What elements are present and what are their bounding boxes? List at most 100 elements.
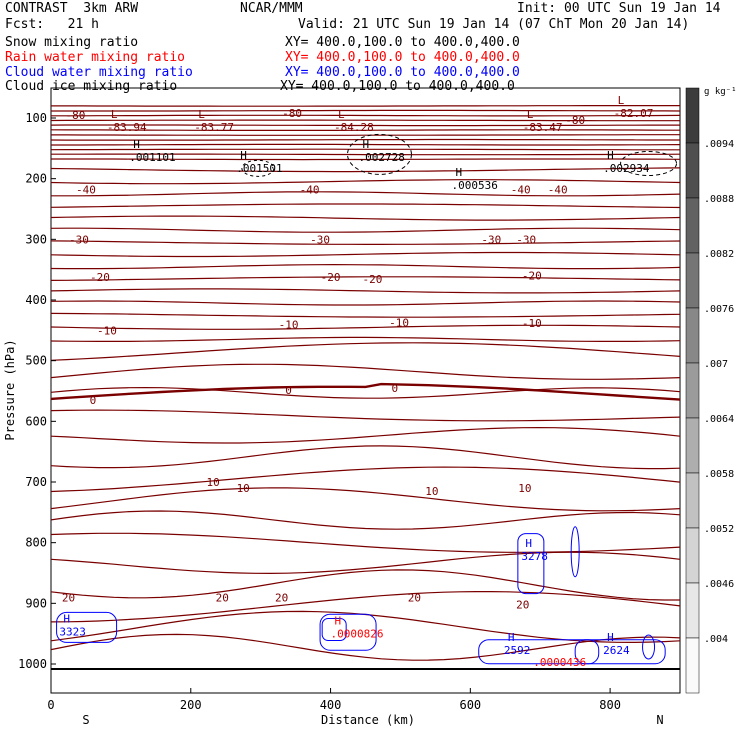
isotherm-lines: [50, 105, 681, 661]
contour-label: -30: [310, 233, 330, 246]
snow-contour: [346, 133, 412, 175]
cloud-water-contour: [478, 639, 600, 665]
isotherm-line: [50, 342, 681, 361]
y-axis-label: Pressure (hPa): [3, 339, 17, 440]
isotherm-line: [50, 551, 681, 575]
extremum-mark: L: [198, 108, 205, 121]
isotherm-line: [50, 466, 681, 493]
field-label-snow: Snow mixing ratio: [5, 35, 139, 50]
cloud-water-contour: [321, 618, 347, 641]
extremum-mark: H: [607, 631, 614, 644]
colorbar-label: .0058: [704, 469, 734, 480]
isotherm-line: [50, 263, 681, 270]
colorbar-label: .0064: [704, 414, 734, 425]
contour-label: -30: [481, 233, 501, 246]
isotherm-line: [50, 215, 681, 221]
isotherm-line: [50, 312, 681, 318]
colorbar: .0094 .0088 .0082 .0076 .007 .0064 .0058 .0052.…: [685, 87, 734, 694]
isotherm-line: [50, 487, 681, 512]
isotherm-line: [50, 591, 681, 623]
x-axis-label: Distance (km): [321, 713, 415, 727]
x-axis: 0 200 400 600 800: [47, 688, 621, 712]
isotherm-line: [51, 153, 681, 156]
y-tick-label: 200: [25, 172, 47, 186]
field-xy-rain: XY= 400.0,100.0 to 400.0,400.0: [285, 50, 520, 65]
colorbar-cell: [685, 142, 700, 199]
isotherm-line: [50, 426, 681, 444]
extremum-value: -83.94: [107, 121, 147, 134]
y-tick-label: 800: [25, 536, 47, 550]
y-tick-label: 500: [25, 354, 47, 368]
isotherm-line: [50, 386, 681, 399]
contour-label: 10: [425, 485, 438, 498]
contour-label: -40: [548, 184, 568, 197]
extremum-value: .001101: [129, 151, 175, 164]
colorbar-cell: [685, 87, 700, 144]
extremum-mark: L: [527, 108, 534, 121]
y-tick-label: 1000: [18, 657, 47, 671]
isotherm-line: [50, 300, 681, 306]
extremum-mark: L: [338, 108, 345, 121]
organization-label: NCAR/MMM: [240, 1, 303, 16]
snow-contour: [620, 151, 678, 176]
field-xy-snow: XY= 400.0,100.0 to 400.0,400.0: [285, 35, 520, 50]
extremum-value: .001501: [236, 162, 282, 175]
extremum-mark: H: [335, 614, 342, 627]
contour-label: -40: [76, 184, 96, 197]
field-label-cloud-water: Cloud water mixing ratio: [5, 65, 193, 80]
isotherm-line: [50, 324, 681, 330]
isotherm-line: [50, 336, 681, 342]
colorbar-cell: [685, 582, 700, 639]
extremum-value: 2592: [504, 644, 531, 657]
extremum-mark: H: [525, 537, 532, 550]
colorbar-unit: g kg⁻¹: [704, 87, 737, 97]
cloud-water-contour: [570, 526, 580, 578]
contour-label: -20: [522, 270, 542, 283]
cloud-water-contour: [56, 611, 118, 643]
contour-label: 20: [216, 591, 229, 604]
extremum-value: 3323: [59, 626, 86, 639]
field-label-rain: Rain water mixing ratio: [5, 50, 186, 65]
forecast-hour: Fcst: 21 h: [5, 17, 99, 32]
zero-isotherm-line: [50, 382, 681, 401]
isotherm-line: [51, 105, 680, 107]
colorbar-label: .0052: [704, 524, 734, 535]
contour-label: -20: [90, 271, 110, 284]
isotherm-line: [50, 179, 681, 185]
y-tick-label: 600: [25, 414, 47, 428]
x-tick-label: 200: [180, 698, 202, 712]
extremum-value: .002934: [603, 162, 650, 175]
isotherm-line: [51, 158, 681, 161]
snow-contour: [241, 159, 275, 177]
model-title: CONTRAST 3km ARW: [5, 1, 139, 16]
cloud-water-contour: [574, 639, 666, 665]
init-time: Init: 00 UTC Sun 19 Jan 14: [517, 1, 721, 16]
field-xy-cloud-water: XY= 400.0,100.0 to 400.0,400.0: [285, 65, 520, 80]
isotherm-line: [50, 129, 680, 131]
isotherm-line: [50, 569, 680, 601]
contour-label: 0: [392, 382, 399, 395]
contour-label: -80: [282, 107, 302, 120]
x-tick-label: 0: [47, 698, 54, 712]
isotherm-line: [50, 288, 681, 294]
y-axis: 100 200 300 400 500 600 700 800 900 1000: [18, 111, 56, 671]
contour-label: -10: [279, 318, 299, 331]
contour-label: -30: [69, 233, 89, 246]
contour-label: 10: [207, 476, 220, 489]
colorbar-label: .0094: [704, 139, 734, 150]
isotherm-line: [51, 134, 680, 136]
colorbar-cell: [685, 197, 700, 254]
isotherm-line: [51, 191, 681, 197]
extremum-value: .002728: [359, 151, 405, 164]
extremum-mark: H: [607, 149, 614, 162]
colorbar-cell: [685, 527, 700, 584]
cloud-water-contour: [319, 613, 377, 651]
extremum-mark: H: [455, 166, 462, 179]
isotherm-line: [50, 633, 681, 661]
isotherm-line: [51, 143, 681, 146]
x-end-label-north: N: [656, 713, 663, 727]
hydrometeor-contours: [56, 133, 678, 665]
isotherm-line: [50, 409, 681, 422]
contour-label: -40: [300, 184, 320, 197]
